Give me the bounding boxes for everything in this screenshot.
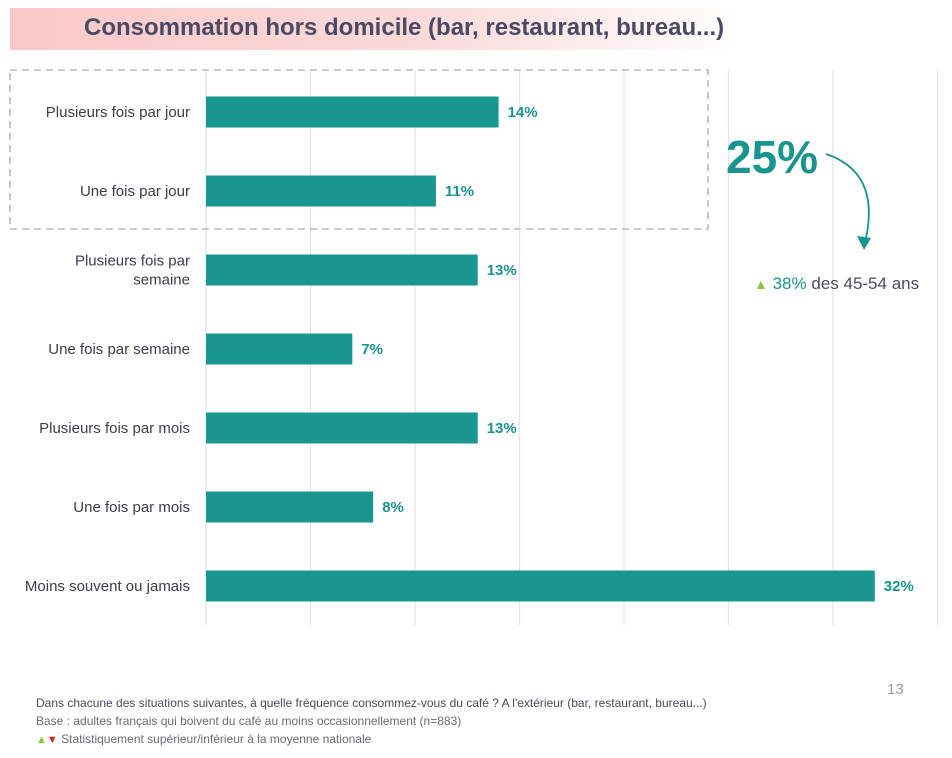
callout-arrow: [825, 153, 870, 239]
down-arrow-icon: ▼: [46, 734, 58, 746]
callout-total: 25%: [726, 131, 819, 183]
bar: [206, 412, 478, 444]
callout-arrowhead: [857, 236, 871, 250]
bar: [206, 570, 875, 602]
footer-legend: ▲▼ Statistiquement supérieur/inférieur à…: [36, 732, 707, 746]
chart-bars: [206, 96, 875, 602]
footer-legend-text: Statistiquement supérieur/inférieur à la…: [61, 732, 372, 746]
bar: [206, 491, 374, 523]
bar: [206, 96, 499, 128]
bar: [206, 175, 436, 207]
category-label: Plusieurs fois par mois: [39, 420, 190, 437]
value-label: 32%: [884, 578, 914, 595]
callout-note-text: des 45-54 ans: [811, 274, 920, 293]
category-label: Moins souvent ou jamais: [25, 578, 190, 595]
value-label: 14%: [508, 104, 538, 121]
value-label: 7%: [361, 341, 383, 358]
value-label: 11%: [445, 183, 474, 200]
footer-notes: Dans chacune des situations suivantes, à…: [36, 696, 707, 750]
page-number: 13: [887, 681, 904, 698]
title-band: [10, 8, 748, 50]
value-label: 13%: [487, 262, 517, 279]
chart-value-labels: 14% 11% 13% 7% 13% 8% 32%: [361, 104, 914, 595]
category-label: Une fois par jour: [80, 183, 190, 200]
category-label: Une fois par mois: [73, 499, 190, 516]
up-arrow-icon: ▲: [36, 734, 47, 746]
footer-question: Dans chacune des situations suivantes, à…: [36, 696, 707, 710]
value-label: 8%: [382, 499, 404, 516]
category-label: Une fois par semaine: [48, 341, 190, 358]
callout-note: ▲ 38% des 45-54 ans: [754, 274, 919, 294]
footer-base: Base : adultes français qui boivent du c…: [36, 714, 462, 728]
callout-note-value: 38%: [772, 274, 807, 293]
category-label: Plusieurs fois par semaine: [75, 253, 190, 289]
bar: [206, 333, 353, 365]
page-title: Consommation hors domicile (bar, restaur…: [84, 14, 725, 41]
highlight-box: [9, 69, 709, 230]
value-label: 13%: [487, 420, 517, 437]
bar-chart: Plusieurs fois par jour Une fois par jour…: [9, 69, 939, 625]
bar: [206, 254, 478, 286]
category-label: Plusieurs fois par jour: [46, 104, 190, 121]
up-arrow-icon: ▲: [754, 276, 768, 292]
chart-category-labels: Plusieurs fois par jour Une fois par jour…: [25, 104, 190, 595]
